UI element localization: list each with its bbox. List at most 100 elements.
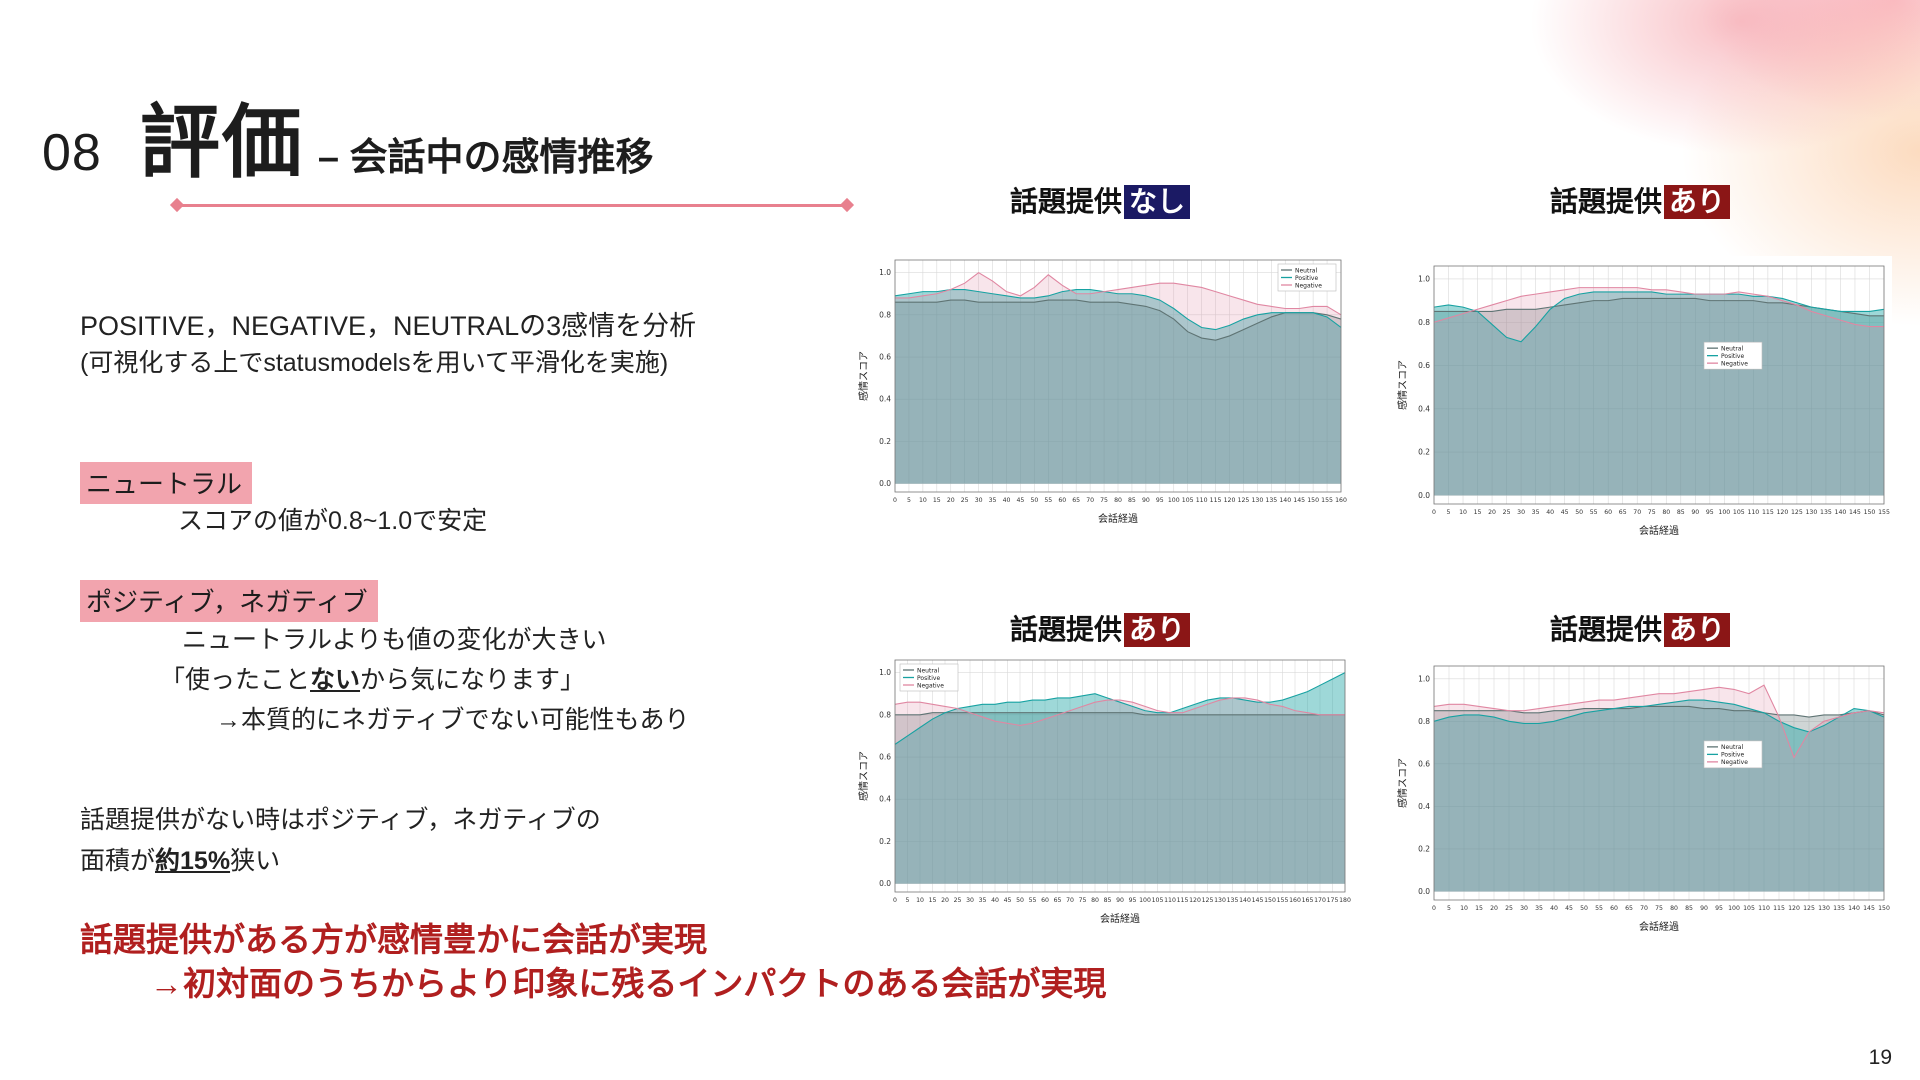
svg-text:130: 130 [1214,897,1226,904]
svg-text:160: 160 [1335,497,1347,504]
svg-text:感情スコア: 感情スコア [857,351,870,401]
svg-text:50: 50 [1016,897,1024,904]
svg-text:100: 100 [1139,897,1151,904]
svg-text:95: 95 [1129,897,1137,904]
svg-text:0.6: 0.6 [879,753,891,762]
svg-text:120: 120 [1776,509,1788,516]
page-number: 19 [1868,1046,1892,1069]
svg-text:0.8: 0.8 [879,310,891,319]
svg-text:35: 35 [979,897,987,904]
svg-text:40: 40 [991,897,999,904]
svg-text:80: 80 [1662,509,1670,516]
svg-text:5: 5 [907,497,911,504]
svg-text:20: 20 [1490,905,1498,912]
svg-text:Positive: Positive [1721,752,1744,759]
posneg-quote: 「使ったことないから気になります」 [160,662,585,699]
svg-text:会話経過: 会話経過 [1100,912,1140,925]
svg-text:125: 125 [1791,509,1803,516]
svg-text:Negative: Negative [917,682,944,689]
svg-text:0.8: 0.8 [1418,318,1430,327]
svg-text:75: 75 [1648,509,1656,516]
svg-text:20: 20 [1488,509,1496,516]
svg-text:120: 120 [1189,897,1201,904]
svg-text:135: 135 [1833,905,1845,912]
svg-text:1.0: 1.0 [1418,674,1430,683]
svg-text:70: 70 [1086,497,1094,504]
area-line1: 話題提供がない時はポジティブ，ネガティブの [80,806,601,834]
svg-text:30: 30 [966,897,974,904]
svg-text:65: 65 [1619,509,1627,516]
svg-text:1.0: 1.0 [879,268,891,277]
area-line2: 面積が約15%狭い [80,843,280,880]
svg-text:150: 150 [1864,509,1876,516]
svg-text:55: 55 [1044,497,1052,504]
svg-text:0.8: 0.8 [879,710,891,719]
svg-text:Positive: Positive [1721,353,1744,360]
svg-text:130: 130 [1818,905,1830,912]
svg-text:105: 105 [1182,497,1194,504]
svg-text:40: 40 [1003,497,1011,504]
svg-text:35: 35 [989,497,997,504]
svg-text:0.0: 0.0 [879,879,891,888]
svg-text:感情スコア: 感情スコア [1396,360,1409,410]
svg-text:Neutral: Neutral [1295,267,1317,274]
chart-title-prefix: 話題提供 [1549,614,1662,645]
svg-text:0.8: 0.8 [1418,717,1430,726]
svg-text:135: 135 [1265,497,1277,504]
svg-text:80: 80 [1091,897,1099,904]
svg-text:160: 160 [1289,897,1301,904]
svg-text:60: 60 [1041,897,1049,904]
area-line2-emphasis: 約15% [155,847,231,875]
svg-text:Negative: Negative [1295,282,1322,289]
svg-text:Neutral: Neutral [917,667,939,674]
svg-text:115: 115 [1177,897,1189,904]
svg-text:135: 135 [1820,509,1832,516]
svg-text:0: 0 [893,897,897,904]
svg-text:60: 60 [1610,905,1618,912]
svg-text:45: 45 [1004,897,1012,904]
svg-text:145: 145 [1252,897,1264,904]
svg-text:30: 30 [975,497,983,504]
svg-text:150: 150 [1307,497,1319,504]
svg-text:105: 105 [1152,897,1164,904]
svg-text:5: 5 [1447,905,1451,912]
svg-text:90: 90 [1116,897,1124,904]
svg-text:70: 70 [1633,509,1641,516]
svg-text:140: 140 [1239,897,1251,904]
svg-text:5: 5 [906,897,910,904]
svg-text:35: 35 [1535,905,1543,912]
svg-text:55: 55 [1029,897,1037,904]
svg-text:175: 175 [1327,897,1339,904]
svg-text:感情スコア: 感情スコア [857,751,870,801]
svg-text:120: 120 [1224,497,1236,504]
page-title: 評価 [139,98,304,187]
chart-title-tag-yes: あり [1664,613,1731,647]
svg-text:155: 155 [1321,497,1333,504]
svg-text:110: 110 [1164,897,1176,904]
svg-text:150: 150 [1878,905,1890,912]
svg-text:1.0: 1.0 [1418,274,1430,283]
svg-text:45: 45 [1017,497,1025,504]
chart-title-tag-yes: あり [1664,185,1731,219]
svg-text:125: 125 [1238,497,1250,504]
svg-text:会話経過: 会話経過 [1639,524,1679,537]
svg-text:90: 90 [1691,509,1699,516]
svg-text:55: 55 [1595,905,1603,912]
svg-text:10: 10 [916,897,924,904]
svg-text:110: 110 [1747,509,1759,516]
quote-pre: 「使ったこと [160,666,311,694]
conclusion-line1: 話題提供がある方が感情豊かに会話が実現 [80,921,707,958]
svg-text:95: 95 [1715,905,1723,912]
svg-text:15: 15 [1474,509,1482,516]
slide-header: 08 評価 – 会話中の感情推移 [42,78,654,194]
svg-text:145: 145 [1863,905,1875,912]
svg-text:85: 85 [1677,509,1685,516]
svg-text:25: 25 [961,497,969,504]
quote-emphasis: ない [310,666,361,694]
svg-text:45: 45 [1565,905,1573,912]
svg-text:115: 115 [1762,509,1774,516]
svg-text:105: 105 [1733,509,1745,516]
svg-text:155: 155 [1878,509,1890,516]
svg-text:0.0: 0.0 [1418,491,1430,500]
svg-text:0.4: 0.4 [1418,404,1430,413]
